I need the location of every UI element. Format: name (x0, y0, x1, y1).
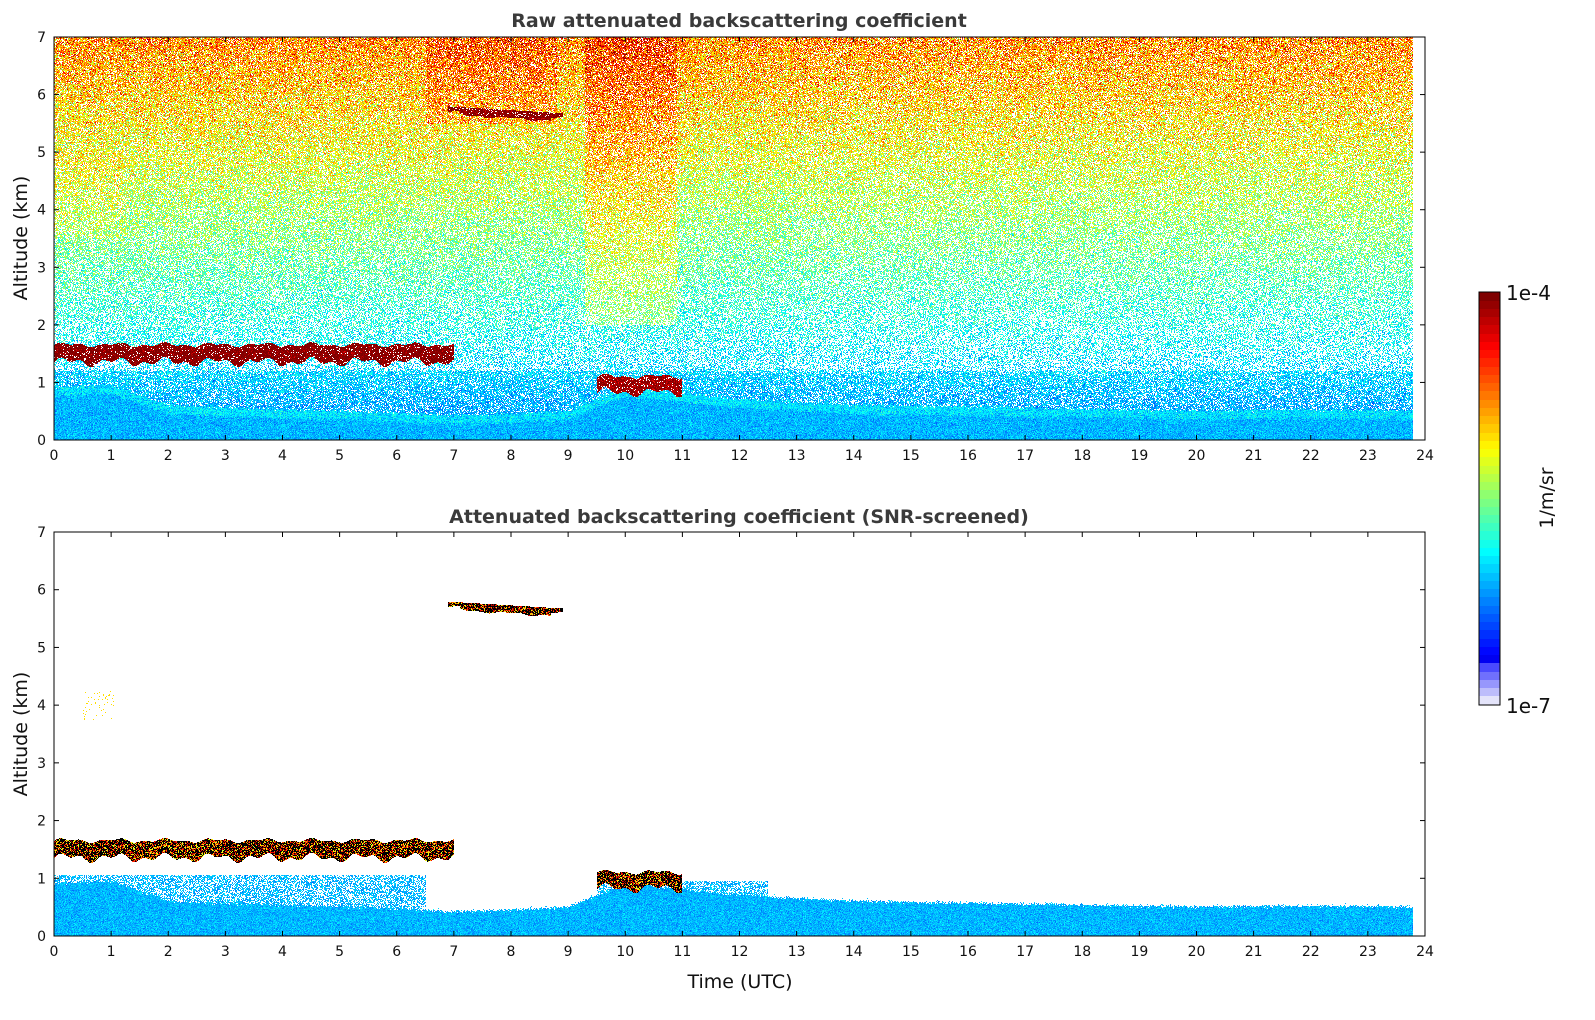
top-axes-frame (53, 36, 1426, 441)
bottom-x-tick-label: 9 (564, 944, 573, 960)
top-x-tick-label: 6 (392, 448, 401, 464)
top-x-tick-label: 15 (902, 448, 920, 464)
bottom-y-tick-label: 3 (37, 756, 46, 772)
top-x-tick-label: 22 (1302, 448, 1320, 464)
top-x-tick-label: 11 (673, 448, 691, 464)
top-y-tick-label: 6 (37, 88, 46, 104)
bottom-x-tick-label: 1 (107, 944, 116, 960)
top-y-tick-label: 3 (37, 260, 46, 276)
bottom-y-tick-label: 6 (37, 583, 46, 599)
x-axis-label: Time (UTC) (686, 971, 792, 993)
bottom-x-tick-label: 24 (1416, 944, 1434, 960)
bottom-x-tick-label: 14 (845, 944, 863, 960)
top-y-tick-label: 1 (37, 375, 46, 391)
top-x-tick-label: 4 (278, 448, 287, 464)
top-x-tick-label: 12 (731, 448, 749, 464)
top-x-tick-label: 16 (959, 448, 977, 464)
bottom-x-tick-label: 6 (392, 944, 401, 960)
bottom-x-tick-label: 20 (1188, 944, 1206, 960)
bottom-x-tick-label: 0 (50, 944, 59, 960)
bottom-x-tick-label: 3 (221, 944, 230, 960)
bottom-y-tick-label: 1 (37, 871, 46, 887)
top-y-tick-label: 5 (37, 145, 46, 161)
top-x-tick-label: 2 (164, 448, 173, 464)
bottom-x-tick-label: 23 (1359, 944, 1377, 960)
bottom-y-tick-label: 7 (37, 525, 46, 541)
bottom-x-tick-label: 7 (449, 944, 458, 960)
bottom-x-tick-label: 19 (1130, 944, 1148, 960)
top-x-tick-label: 21 (1245, 448, 1263, 464)
top-y-axis-label: Altitude (km) (10, 176, 32, 301)
top-x-tick-label: 3 (221, 448, 230, 464)
bottom-x-tick-label: 8 (507, 944, 516, 960)
bottom-x-tick-label: 21 (1245, 944, 1263, 960)
top-y-tick-label: 4 (37, 203, 46, 219)
top-x-tick-label: 10 (616, 448, 634, 464)
bottom-y-tick-label: 4 (37, 698, 46, 714)
bottom-y-tick-label: 5 (37, 640, 46, 656)
top-y-tick-label: 0 (37, 433, 46, 449)
bottom-x-tick-label: 4 (278, 944, 287, 960)
bottom-axes-frame (53, 531, 1426, 937)
top-x-tick-label: 20 (1188, 448, 1206, 464)
top-x-tick-label: 0 (50, 448, 59, 464)
bottom-y-tick-label: 2 (37, 814, 46, 830)
top-x-tick-label: 5 (335, 448, 344, 464)
bottom-y-tick-label: 0 (37, 929, 46, 945)
top-x-tick-label: 23 (1359, 448, 1377, 464)
bottom-chart-title: Attenuated backscattering coefficient (S… (449, 506, 1029, 528)
top-x-tick-label: 17 (1016, 448, 1034, 464)
top-x-tick-label: 24 (1416, 448, 1434, 464)
colorbar-min-label: 1e-7 (1506, 694, 1551, 718)
colorbar (1479, 292, 1500, 705)
colorbar-max-label: 1e-4 (1506, 281, 1551, 305)
top-x-tick-label: 14 (845, 448, 863, 464)
bottom-x-tick-label: 12 (731, 944, 749, 960)
top-x-tick-label: 13 (788, 448, 806, 464)
top-y-tick-label: 7 (37, 30, 46, 46)
colorbar-label: 1/m/sr (1536, 467, 1558, 528)
raw-backscatter-heatmap (54, 37, 1425, 440)
top-x-tick-label: 8 (507, 448, 516, 464)
top-x-tick-label: 19 (1130, 448, 1148, 464)
bottom-x-tick-label: 17 (1016, 944, 1034, 960)
top-x-tick-label: 9 (564, 448, 573, 464)
top-x-tick-label: 7 (449, 448, 458, 464)
bottom-x-tick-label: 18 (1073, 944, 1091, 960)
bottom-x-tick-label: 13 (788, 944, 806, 960)
colorbar-frame (1478, 291, 1501, 706)
top-x-tick-label: 1 (107, 448, 116, 464)
bottom-x-tick-label: 15 (902, 944, 920, 960)
bottom-x-tick-label: 16 (959, 944, 977, 960)
bottom-x-tick-label: 22 (1302, 944, 1320, 960)
bottom-x-tick-label: 2 (164, 944, 173, 960)
bottom-x-tick-label: 5 (335, 944, 344, 960)
bottom-x-tick-label: 10 (616, 944, 634, 960)
bottom-x-tick-label: 11 (673, 944, 691, 960)
top-y-tick-label: 2 (37, 318, 46, 334)
bottom-y-axis-label: Altitude (km) (10, 672, 32, 797)
top-chart-title: Raw attenuated backscattering coefficien… (511, 10, 967, 32)
top-x-tick-label: 18 (1073, 448, 1091, 464)
snr-screened-backscatter-heatmap (54, 532, 1425, 936)
